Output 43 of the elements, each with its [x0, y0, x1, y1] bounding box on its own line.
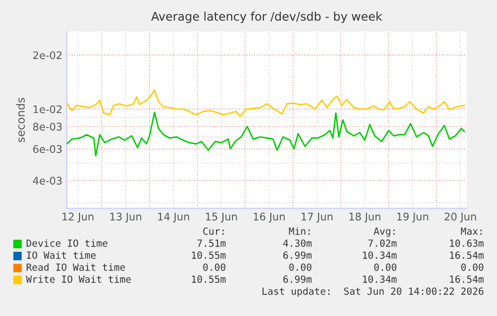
- text: 0.00: [461, 263, 484, 271]
- text: Max:: [460, 228, 482, 235]
- text: Avg:: [374, 228, 395, 237]
- x-tick-label: 12 Jun: [62, 212, 94, 222]
- chart-title: Average latency for /dev/sdb - by week: [151, 12, 382, 24]
- x-tick-label: 13 Jun: [110, 212, 142, 222]
- x-tick-label: 18 Jun: [349, 212, 380, 222]
- text: 6.99m: [283, 251, 312, 259]
- text: 10.55m: [192, 275, 226, 283]
- legend-label: Write IO Wait time: [26, 275, 131, 283]
- y-axis-title: seconds: [16, 98, 25, 142]
- y-tick-label: 2e-02: [33, 51, 62, 60]
- text: Cur:: [203, 227, 224, 235]
- text: 0.00: [289, 263, 312, 271]
- x-tick-label: 14 Jun: [158, 212, 190, 222]
- text: 0.00: [203, 263, 226, 271]
- legend-label: Device IO time: [26, 239, 108, 247]
- text: 16.54m: [450, 251, 484, 259]
- text: 10.63m: [450, 239, 484, 247]
- x-tick-label: 17 Jun: [302, 212, 332, 222]
- line-series: [66, 89, 466, 118]
- x-tick-label: 19 Jun: [397, 212, 428, 222]
- y-tick-label: 6e-03: [33, 145, 62, 154]
- text: 7.02m: [368, 239, 397, 247]
- x-tick-label: 15 Jun: [206, 212, 237, 222]
- text: 10.34m: [363, 275, 397, 283]
- text: Last update: Sat Jun 20 14:00:22 2026: [262, 287, 484, 297]
- text: 7.51m: [197, 240, 226, 247]
- text: 10.55m: [192, 251, 226, 259]
- legend-label: Read IO Wait time: [26, 263, 125, 271]
- text: Min:: [288, 227, 310, 235]
- text: 4.30m: [283, 239, 312, 247]
- legend-label: IO Wait time: [26, 251, 96, 259]
- line-series: [66, 112, 466, 156]
- text: 6.99m: [283, 275, 312, 283]
- text: 10.34m: [363, 251, 397, 259]
- x-tick-label: 20 Jun: [444, 212, 476, 222]
- text: 16.54m: [450, 275, 484, 283]
- y-tick-label: 1e-02: [34, 105, 62, 114]
- text: 0.00: [374, 263, 396, 271]
- y-tick-label: 8e-03: [33, 122, 62, 131]
- x-tick-label: 16 Jun: [254, 212, 285, 222]
- y-tick-label: 4e-03: [32, 176, 62, 185]
